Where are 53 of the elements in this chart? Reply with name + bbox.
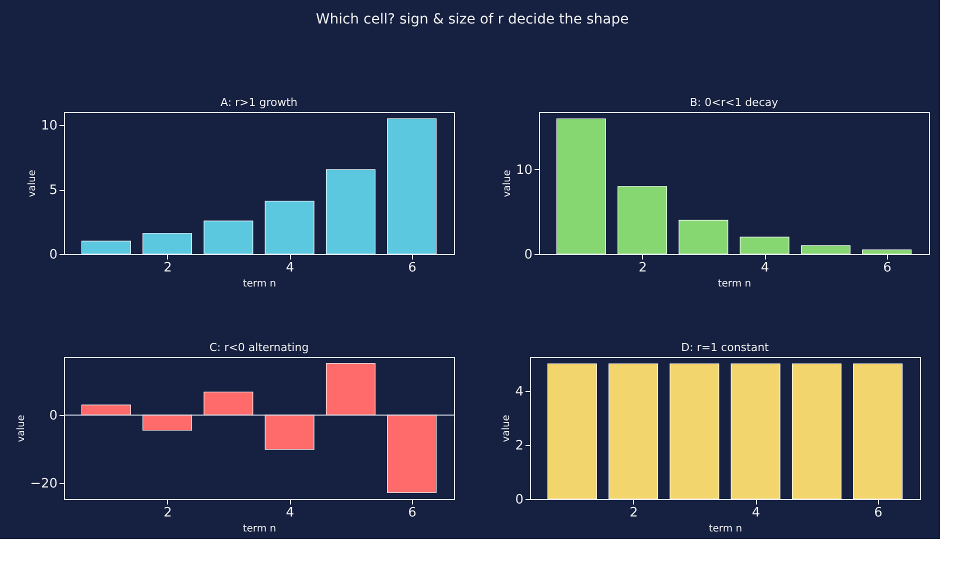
chart-title: C: r<0 alternating: [209, 341, 309, 354]
bar: [326, 363, 376, 416]
bar: [142, 233, 192, 254]
x-tick-label: 4: [286, 506, 294, 520]
bar: [204, 392, 254, 416]
bar: [81, 240, 131, 254]
bar: [800, 245, 850, 254]
bar: [387, 118, 437, 254]
y-tick-label: 2: [515, 438, 524, 454]
x-axis-title: term n: [242, 278, 276, 290]
x-tick-label: 2: [164, 506, 172, 520]
bar: [556, 118, 606, 254]
x-tick-label: 2: [630, 506, 638, 520]
y-axis-title: value: [16, 414, 28, 442]
bar: [678, 220, 728, 254]
chart-title: B: 0<r<1 decay: [690, 96, 779, 109]
y-tick-label: 0: [524, 248, 532, 262]
x-tick-label: 4: [286, 260, 294, 276]
x-tick-label: 6: [408, 260, 416, 276]
x-axis-title: term n: [718, 278, 752, 290]
bar: [264, 414, 314, 450]
x-tick-label: 6: [883, 260, 892, 276]
y-tick-label: 10: [40, 118, 58, 134]
bar: [142, 414, 192, 431]
y-tick-label: 5: [49, 183, 58, 198]
text: Which cell? sign & size of r decide the shape: [316, 12, 629, 28]
chart-title: A: r>1 growth: [220, 96, 298, 109]
x-tick-label: 2: [638, 260, 647, 276]
bar: [264, 200, 314, 254]
y-tick-label: 4: [515, 384, 524, 400]
x-tick-label: 4: [752, 506, 760, 520]
y-axis-title: value: [26, 170, 38, 198]
bar: [618, 186, 668, 254]
x-axis-title: term n: [242, 524, 276, 534]
chart-title: D: r=1 constant: [681, 341, 770, 354]
y-tick-label: 0: [515, 492, 524, 508]
y-tick-label: −20: [30, 476, 58, 492]
y-axis-title: value: [501, 414, 512, 442]
x-tick-label: 4: [760, 260, 770, 276]
x-tick-label: 6: [874, 506, 882, 520]
y-tick-label: 0: [49, 408, 58, 424]
x-axis-title: term n: [708, 524, 742, 534]
bar: [204, 220, 254, 254]
bar: [326, 169, 376, 254]
y-axis-title: value: [502, 170, 513, 198]
x-tick-label: 6: [408, 506, 416, 520]
x-tick-label: 2: [164, 260, 172, 276]
bar: [387, 414, 437, 493]
y-tick-label: 0: [49, 248, 58, 262]
bar: [81, 404, 131, 416]
y-tick-label: 10: [516, 162, 532, 178]
bar: [862, 249, 912, 254]
bar: [740, 236, 790, 254]
